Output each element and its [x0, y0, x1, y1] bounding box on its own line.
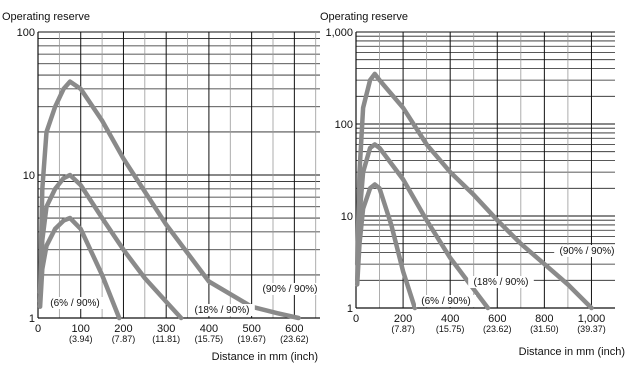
series-line: [40, 82, 299, 318]
series-label: (6% / 90%): [50, 298, 99, 309]
x-tick-label: 0: [353, 313, 359, 325]
series-label: (90% / 90%): [559, 246, 614, 257]
series-label: (18% / 90%): [473, 277, 528, 288]
series-label: (90% / 90%): [262, 284, 317, 295]
x-axis-title: Distance in mm (inch): [519, 346, 625, 358]
x-tick-sublabel: (15.75): [195, 334, 224, 344]
y-tick-label: 100: [335, 119, 353, 131]
y-tick-label: 10: [341, 211, 353, 223]
y-tick-label: 1,000: [325, 27, 353, 39]
x-tick-sublabel: (15.75): [436, 324, 465, 334]
x-tick-sublabel: (23.62): [280, 334, 309, 344]
x-tick-sublabel: (39.37): [577, 324, 606, 334]
y-tick-label: 10: [23, 170, 35, 182]
x-tick-sublabel: (7.87): [391, 324, 415, 334]
x-tick-label: 0: [35, 323, 41, 335]
series-line: [357, 185, 415, 309]
series-line: [357, 74, 591, 308]
x-tick-sublabel: (11.81): [152, 334, 180, 344]
series-label: (18% / 90%): [194, 305, 249, 316]
x-axis-title: Distance in mm (inch): [212, 351, 318, 363]
x-tick-sublabel: (31.50): [530, 324, 559, 334]
x-tick-sublabel: (19.67): [237, 334, 266, 344]
x-tick-sublabel: (23.62): [483, 324, 512, 334]
y-axis-title: Operating reserve: [2, 11, 90, 23]
y-tick-label: 100: [17, 27, 35, 39]
x-tick-sublabel: (3.94): [69, 334, 93, 344]
x-tick-sublabel: (7.87): [112, 334, 136, 344]
y-axis-title: Operating reserve: [320, 11, 408, 23]
series-label: (6% / 90%): [421, 296, 470, 307]
